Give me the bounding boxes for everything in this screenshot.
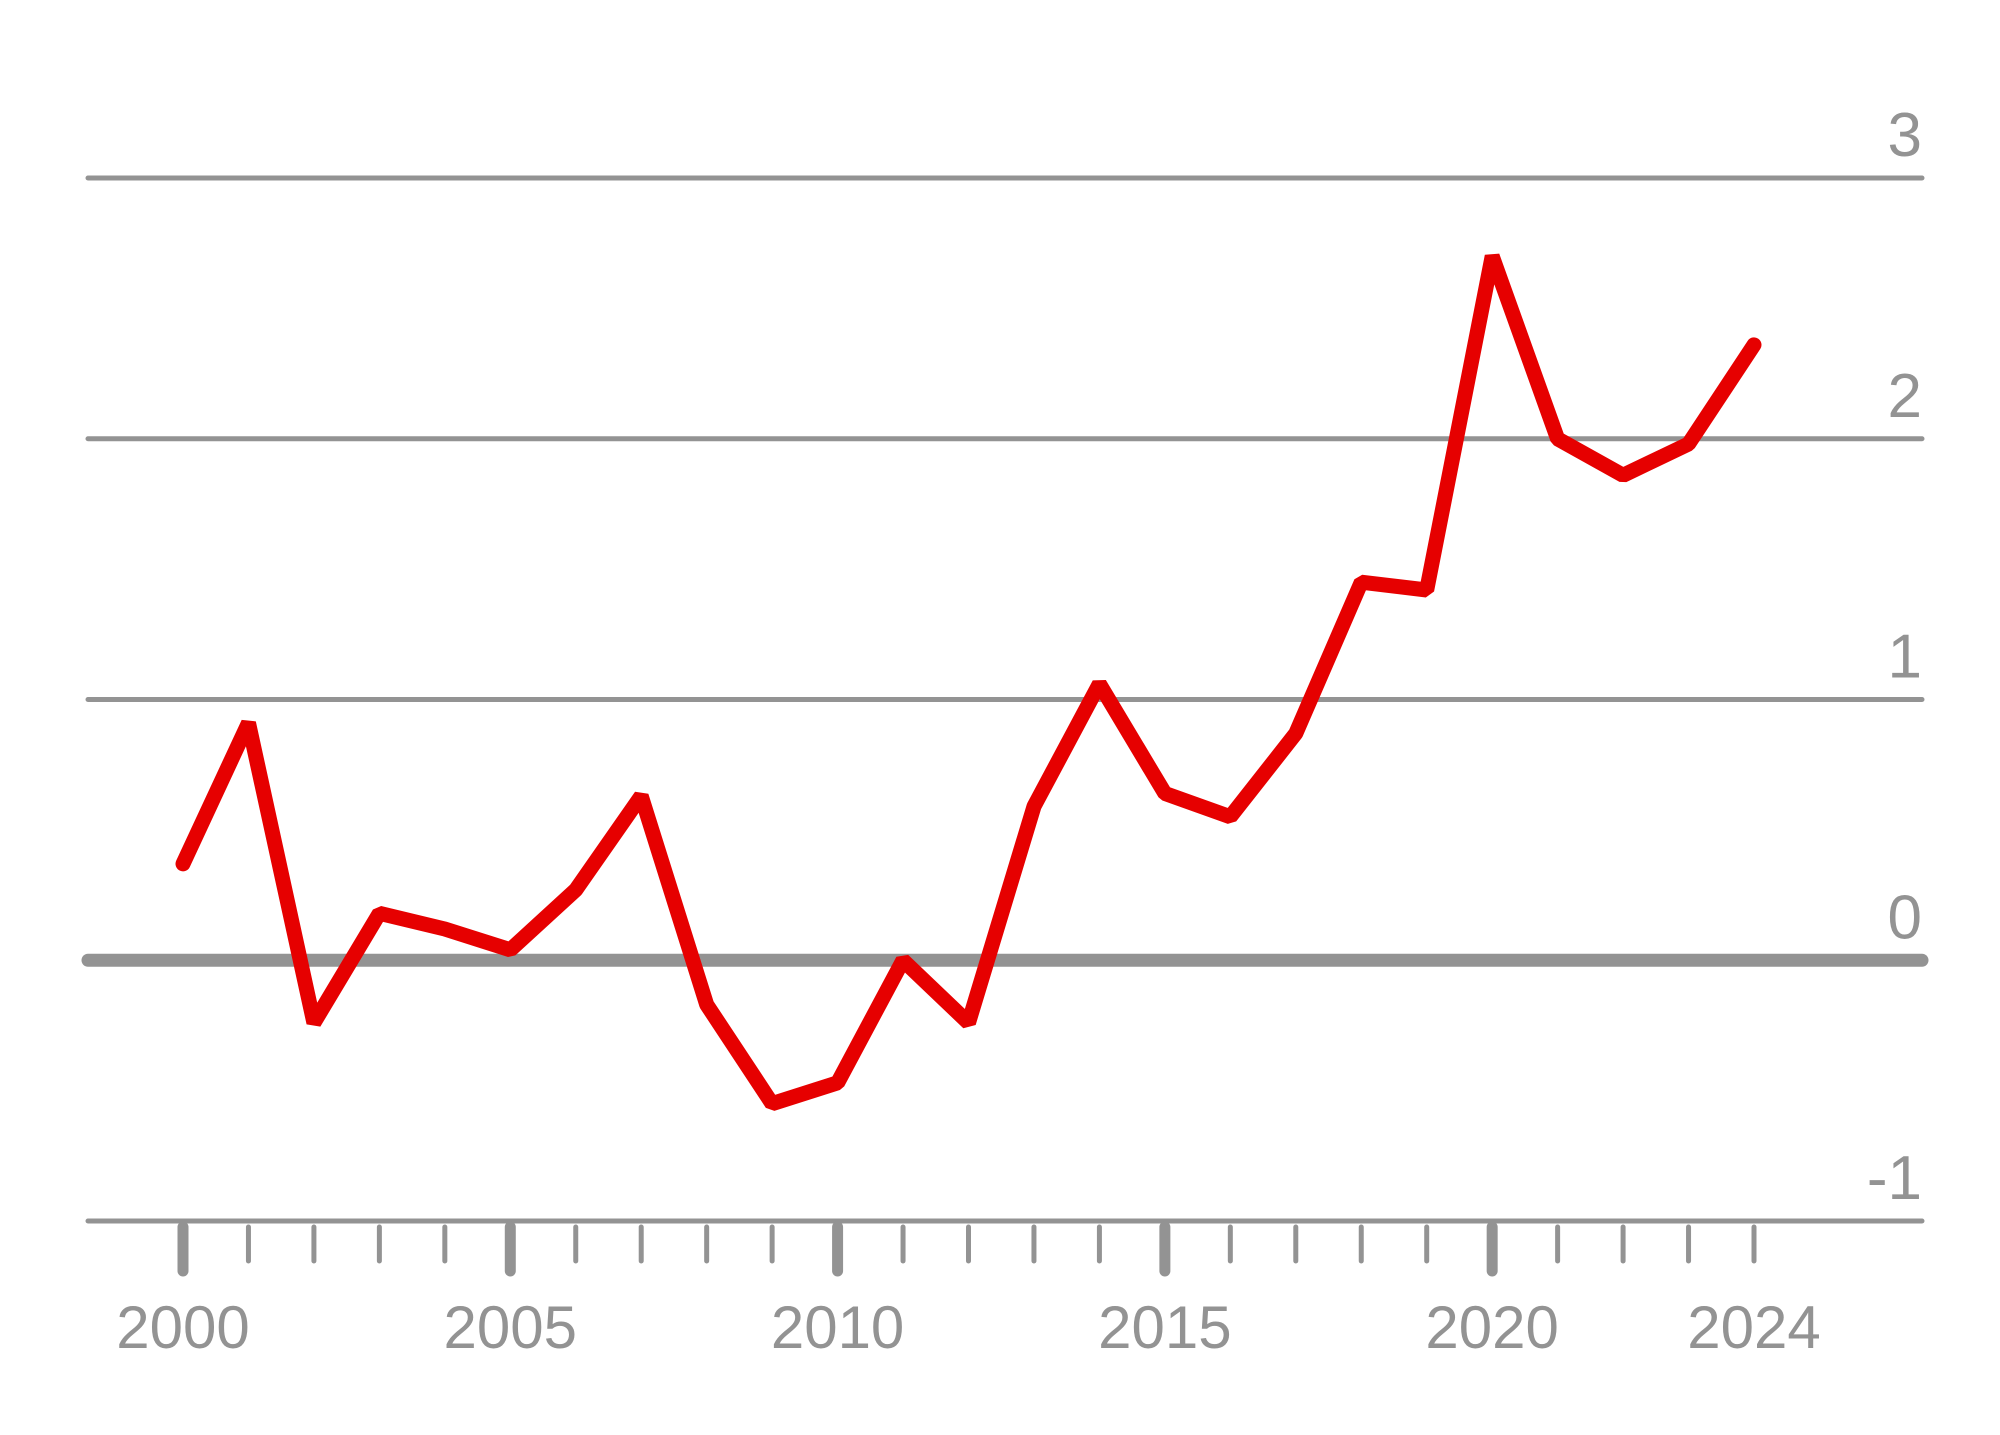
y-tick-label: 1: [1888, 623, 1922, 692]
y-tick-label: 0: [1888, 883, 1922, 952]
x-axis-ticks: [177, 1221, 1757, 1277]
x-tick-label: 2024: [1687, 1294, 1820, 1361]
y-tick-labels: -1 0 1 2 3: [1867, 101, 1922, 1213]
x-tick-label: 2020: [1425, 1294, 1558, 1361]
y-tick-label: 3: [1888, 101, 1922, 170]
x-tick-label: 2010: [771, 1294, 904, 1361]
y-tick-label: 2: [1888, 362, 1922, 431]
series-line: [175, 253, 1762, 1111]
x-tick-label: 2005: [444, 1294, 577, 1361]
x-tick-label: 2000: [116, 1294, 249, 1361]
gridlines: [81, 175, 1929, 1224]
x-tick-label: 2015: [1098, 1294, 1231, 1361]
series-layer: [175, 253, 1762, 1111]
x-tick-labels: 2000 2005 2010 2015 2020 2024: [116, 1294, 1820, 1361]
y-tick-label: -1: [1867, 1144, 1922, 1213]
